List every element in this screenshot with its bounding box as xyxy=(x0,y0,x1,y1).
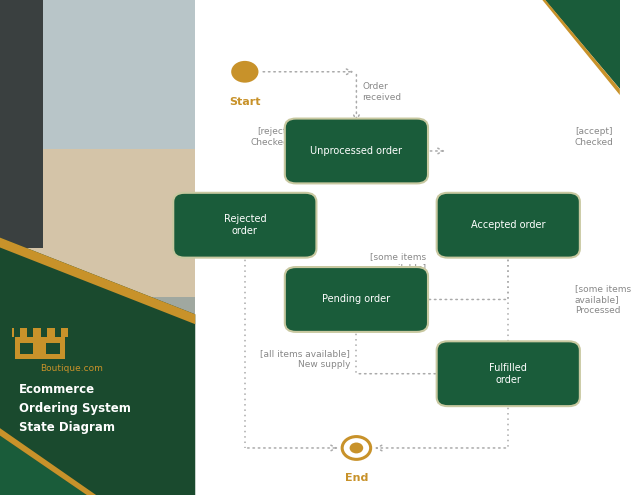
FancyBboxPatch shape xyxy=(0,297,195,356)
FancyBboxPatch shape xyxy=(13,328,20,337)
Text: [accept]
Checked: [accept] Checked xyxy=(575,127,614,147)
Text: Start: Start xyxy=(229,97,260,106)
Text: Order
received: Order received xyxy=(363,82,402,102)
Polygon shape xyxy=(0,238,195,324)
FancyBboxPatch shape xyxy=(436,193,580,257)
Text: Unprocessed order: Unprocessed order xyxy=(310,146,403,156)
Text: [some items
available]
Processed: [some items available] Processed xyxy=(575,284,631,315)
Text: Fulfilled
order: Fulfilled order xyxy=(490,362,527,385)
FancyBboxPatch shape xyxy=(173,193,316,257)
Circle shape xyxy=(342,437,371,459)
FancyBboxPatch shape xyxy=(20,343,33,354)
FancyBboxPatch shape xyxy=(285,267,428,332)
Text: Ecommerce
Ordering System
State Diagram: Ecommerce Ordering System State Diagram xyxy=(19,383,131,434)
Text: [some items
unavailable]
Processed: [some items unavailable] Processed xyxy=(370,251,426,283)
FancyBboxPatch shape xyxy=(0,148,195,322)
Circle shape xyxy=(231,61,259,83)
FancyBboxPatch shape xyxy=(436,342,580,406)
Text: [reject]
Checked: [reject] Checked xyxy=(251,127,290,147)
FancyBboxPatch shape xyxy=(0,0,44,248)
Polygon shape xyxy=(542,0,620,95)
Text: Accepted order: Accepted order xyxy=(471,220,545,230)
FancyBboxPatch shape xyxy=(12,328,68,337)
FancyBboxPatch shape xyxy=(0,0,195,495)
FancyBboxPatch shape xyxy=(28,328,33,337)
FancyBboxPatch shape xyxy=(41,328,47,337)
Text: [all items available]
New supply: [all items available] New supply xyxy=(260,349,350,369)
Text: End: End xyxy=(345,473,368,483)
FancyBboxPatch shape xyxy=(15,334,65,359)
FancyBboxPatch shape xyxy=(0,0,195,223)
Polygon shape xyxy=(545,0,620,89)
FancyBboxPatch shape xyxy=(47,343,60,354)
Text: Rejected
order: Rejected order xyxy=(223,214,266,237)
Polygon shape xyxy=(0,436,87,495)
Polygon shape xyxy=(0,428,96,495)
FancyBboxPatch shape xyxy=(54,328,61,337)
Text: Pending order: Pending order xyxy=(323,295,390,304)
Circle shape xyxy=(349,443,364,453)
Polygon shape xyxy=(0,238,195,495)
Text: Boutique.com: Boutique.com xyxy=(40,364,103,373)
FancyBboxPatch shape xyxy=(285,119,428,184)
